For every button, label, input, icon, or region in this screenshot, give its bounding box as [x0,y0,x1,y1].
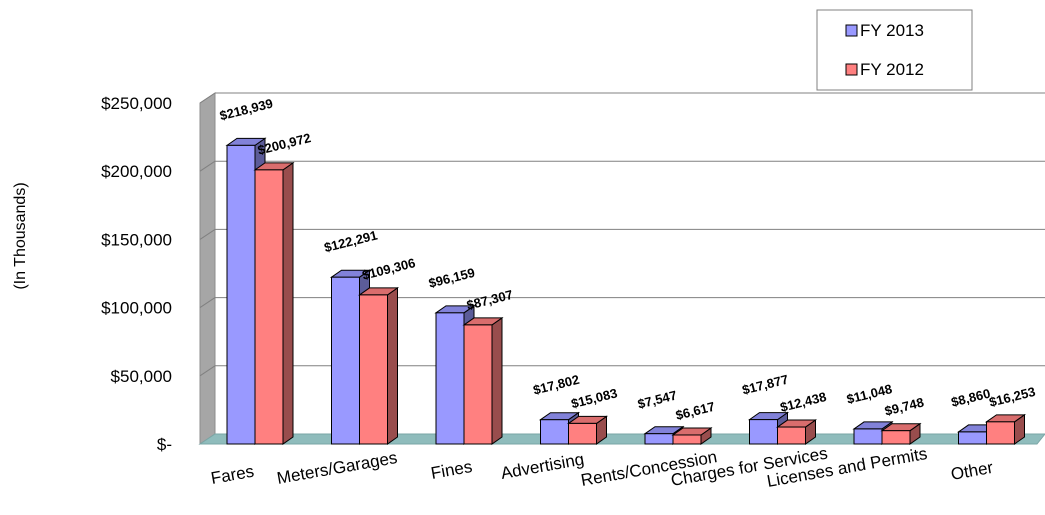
gridline-wall [199,160,216,172]
bar-fy2012 [568,422,597,445]
bar-fy2012 [254,169,284,445]
data-label: $12,438 [779,389,828,415]
legend-box [816,9,973,91]
legend-swatch-fy2012 [845,63,858,76]
y-axis-label: (In Thousands) [12,182,29,289]
y-tick-label: $100,000 [101,299,172,318]
y-tick-label: $50,000 [111,367,172,386]
bar-fy2013 [749,419,778,445]
category-label: Advertising [499,450,585,483]
category-label: Meters/Garages [275,448,398,488]
side-wall [199,92,216,445]
bar-fy2012 [986,421,1015,445]
data-label: $8,860 [950,386,992,410]
bar-fy2012 [463,324,493,445]
gridline-wall [199,228,216,240]
data-label: $122,291 [323,227,379,255]
legend: FY 2013 FY 2012 [816,9,973,91]
y-tick-label: $- [157,435,172,454]
bar-fy2013 [853,428,883,445]
x-axis-categories: Fares Meters/Garages Fines AdvertisingRents… [209,444,995,491]
data-label: $9,748 [883,394,925,418]
data-label: $6,617 [674,399,716,423]
plot-walls [198,92,1045,445]
legend-swatch-fy2013 [845,24,858,37]
data-label: $17,802 [532,372,581,398]
bar-fy2012 [881,430,911,445]
gridline-wall [199,297,216,309]
bar-side [387,286,398,445]
gridline-wall [199,92,216,104]
data-label: $96,159 [427,265,476,291]
legend-label-fy2013: FY 2013 [860,21,924,40]
y-tick-label: $150,000 [101,230,172,249]
bar-fy2012 [672,434,702,445]
data-label: $109,306 [361,255,417,283]
bar-fy2013 [644,433,674,445]
bar-side [491,316,503,445]
bar-fy2013 [435,312,465,445]
gridline-wall [199,365,216,377]
data-label: $7,547 [636,387,678,411]
y-axis-ticks: $- $50,000 $100,000 $150,000 $200,000 $250,00… [101,94,172,454]
data-label: $200,972 [256,130,312,158]
bar-side [282,161,294,445]
bar-fy2013 [958,431,987,445]
data-label: $87,307 [465,287,514,313]
bar-fy2013 [331,276,360,445]
category-label: Other [949,458,995,484]
category-label: Fares [209,462,255,488]
y-tick-label: $250,000 [101,94,172,113]
legend-label-fy2012: FY 2012 [860,60,924,79]
y-tick-label: $200,000 [101,162,172,181]
data-label: $15,083 [570,385,619,411]
gridlines [199,92,1045,377]
bar-fy2012 [359,294,388,445]
category-label: Fines [429,457,473,483]
bar-fy2013 [226,144,256,445]
data-label: $16,253 [988,384,1037,410]
data-label: $218,939 [218,96,274,124]
data-label: $17,877 [741,372,790,398]
bars [225,137,1027,445]
bar-fy2012 [777,426,806,445]
bar-fy2013 [540,419,569,445]
